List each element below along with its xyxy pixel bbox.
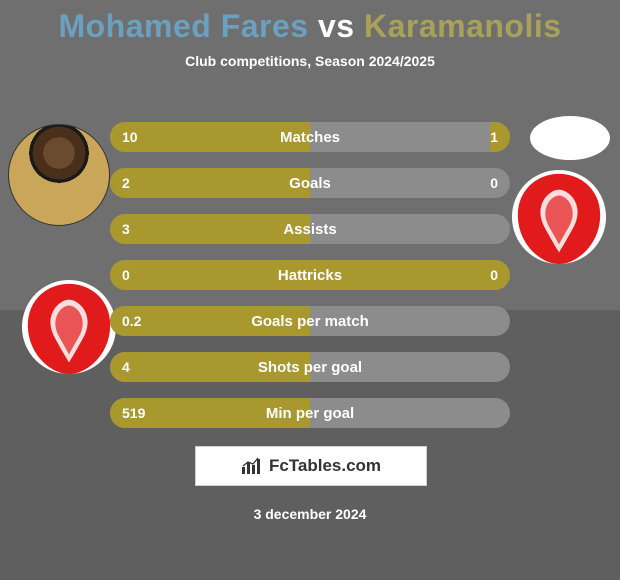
subtitle: Club competitions, Season 2024/2025 <box>0 53 620 69</box>
stat-value-right: 0 <box>478 260 510 290</box>
content: Mohamed Fares vs Karamanolis Club compet… <box>0 0 620 580</box>
stat-value-left: 10 <box>110 122 150 152</box>
footer-date: 3 december 2024 <box>0 506 620 522</box>
title-player1: Mohamed Fares <box>58 8 308 44</box>
player1-club-logo <box>20 278 118 380</box>
stat-value-right <box>486 214 510 244</box>
title-player2: Karamanolis <box>364 8 562 44</box>
stat-row: 00Hattricks <box>110 260 510 290</box>
player2-club-logo <box>510 168 608 270</box>
stat-value-left: 3 <box>110 214 142 244</box>
site-badge[interactable]: FcTables.com <box>195 446 427 486</box>
player2-avatar <box>530 116 610 160</box>
stat-value-right <box>486 398 510 428</box>
chart-icon <box>241 457 263 475</box>
stat-row: 3Assists <box>110 214 510 244</box>
stat-row: 101Matches <box>110 122 510 152</box>
stat-value-right: 1 <box>478 122 510 152</box>
site-label: FcTables.com <box>269 456 381 476</box>
stat-row: 4Shots per goal <box>110 352 510 382</box>
stat-value-right <box>486 306 510 336</box>
stat-value-right <box>486 352 510 382</box>
title-vs: vs <box>318 8 355 44</box>
stat-value-left: 519 <box>110 398 157 428</box>
player1-avatar <box>8 124 110 226</box>
stat-value-left: 0 <box>110 260 142 290</box>
page-title: Mohamed Fares vs Karamanolis <box>0 8 620 45</box>
stat-row: 20Goals <box>110 168 510 198</box>
comparison-bars: 101Matches20Goals3Assists00Hattricks0.2G… <box>110 122 510 444</box>
stat-value-right: 0 <box>478 168 510 198</box>
stat-row: 519Min per goal <box>110 398 510 428</box>
stat-value-left: 0.2 <box>110 306 153 336</box>
stat-row: 0.2Goals per match <box>110 306 510 336</box>
stat-value-left: 4 <box>110 352 142 382</box>
stat-value-left: 2 <box>110 168 142 198</box>
